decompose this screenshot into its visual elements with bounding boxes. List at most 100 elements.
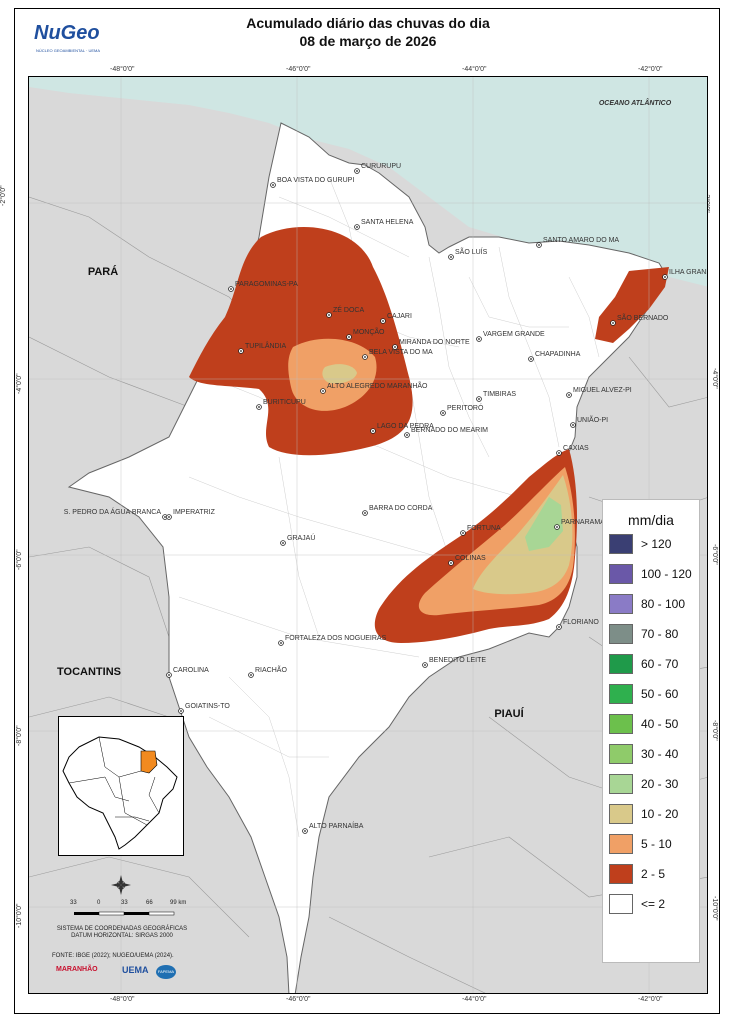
city-label: SANTO AMARO DO MA xyxy=(543,237,619,244)
city-label: FORTALEZA DOS NOGUEIRAS xyxy=(285,635,387,642)
maranhao-state xyxy=(67,122,666,993)
legend-swatch xyxy=(609,864,633,884)
legend-swatch xyxy=(609,564,633,584)
coord-system-info: SISTEMA DE COORDENADAS GEOGRÁFICAS DATUM… xyxy=(56,926,188,939)
legend-label: 60 - 70 xyxy=(641,657,679,671)
city-marker: RIACHÃO xyxy=(248,665,287,678)
city-label: CURURUPU xyxy=(361,163,401,170)
legend-item: 100 - 120 xyxy=(609,564,697,588)
city-marker: CURURUPU xyxy=(354,163,401,174)
city-label: CAJARI xyxy=(387,313,412,320)
lon-label-bottom-44: -44°0'0" xyxy=(462,996,487,1003)
map-title: Acumulado diário das chuvas do dia 08 de… xyxy=(0,14,736,50)
city-marker: PERITORÓ xyxy=(440,403,484,416)
nugeo-logo: NuGeo NÚCLEO GEOAMBIENTAL · UEMA xyxy=(34,22,100,53)
north-arrow xyxy=(111,875,131,895)
city-label: MONÇÃO xyxy=(353,327,385,336)
municipal-borders xyxy=(178,176,600,838)
legend-label: 80 - 100 xyxy=(641,597,686,611)
legend-label: > 120 xyxy=(641,537,672,551)
rain-10-20-west xyxy=(322,364,357,384)
lon-label-bottom-46: -46°0'0" xyxy=(286,996,311,1003)
legend-item: 80 - 100 xyxy=(609,594,697,618)
lat-label-left-6: -6°0'0" xyxy=(16,549,23,570)
legend-item: <= 2 xyxy=(609,894,697,918)
legend-label: 20 - 30 xyxy=(641,777,679,791)
inset-svg xyxy=(62,736,178,850)
lon-label-bottom-42: -42°0'0" xyxy=(638,996,663,1003)
legend-swatch xyxy=(609,624,633,644)
city-label: BARRA DO CORDA xyxy=(369,505,433,512)
logo-uema: UEMA xyxy=(122,965,149,975)
legend-item: 10 - 20 xyxy=(609,804,697,828)
city-label: BOA VISTA DO GURUPI xyxy=(277,177,354,184)
legend-label: 2 - 5 xyxy=(641,867,666,881)
legend-label: 50 - 60 xyxy=(641,687,679,701)
logo-maranhao: MARANHÃO xyxy=(56,966,98,973)
city-marker: CAXIAS xyxy=(556,445,589,456)
city-marker: BURITICUPU xyxy=(256,399,306,410)
city-marker: BENEDITO LEITE xyxy=(422,657,486,668)
city-label: BENEDITO LEITE xyxy=(429,657,486,664)
city-label: CHAPADINHA xyxy=(535,351,581,358)
city-label: ILHA GRANDE-PI xyxy=(669,269,708,276)
legend-swatch xyxy=(609,744,633,764)
city-label: VARGEM GRANDE xyxy=(483,331,545,338)
lon-label-bottom-48: -48°0'0" xyxy=(110,996,135,1003)
city-marker: MIRANDA DO NORTE xyxy=(392,339,470,350)
title-line-2: 08 de março de 2026 xyxy=(299,33,437,49)
lat-label-left-2: -2°0'0" xyxy=(0,185,7,206)
city-label: TIMBIRAS xyxy=(483,391,516,398)
city-marker: LAGO DA PEDRA xyxy=(370,423,434,434)
city-marker: PARNARAMA xyxy=(554,519,605,530)
legend-swatch xyxy=(609,834,633,854)
city-marker: VARGEM GRANDE xyxy=(476,331,545,342)
source-text: FONTE: IBGE (2022); NUGEO/UEMA (2024). xyxy=(52,953,174,959)
city-marker: ILHA GRANDE-PI xyxy=(662,269,708,280)
brazil-outline xyxy=(62,736,178,850)
city-marker: CAJARI xyxy=(380,313,412,324)
legend-label: 70 - 80 xyxy=(641,627,679,641)
legend-swatch xyxy=(609,684,633,704)
city-label: FLORIANO xyxy=(563,619,599,626)
city-marker: FORTUNA xyxy=(460,525,501,536)
logo-subtext: NÚCLEO GEOAMBIENTAL · UEMA xyxy=(36,48,101,53)
city-label: PERITORÓ xyxy=(447,403,484,412)
maranhao-highlight xyxy=(140,750,158,774)
legend-swatch xyxy=(609,714,633,734)
lon-label-top-48: -48°0'0" xyxy=(110,66,135,73)
city-marker: BERNADO DO MEARIM xyxy=(404,427,488,438)
legend-swatch xyxy=(609,534,633,554)
city-label: ZÉ DOCA xyxy=(333,305,364,314)
lat-label-right-6: -6°0'0" xyxy=(711,544,718,565)
city-label: SANTA HELENA xyxy=(361,219,414,226)
legend-item: 60 - 70 xyxy=(609,654,697,678)
city-marker: GOIATINS-TO xyxy=(178,703,230,714)
legend-label: 10 - 20 xyxy=(641,807,679,821)
lat-label-right-8: -8°0'0" xyxy=(711,720,718,741)
city-label: LAGO DA PEDRA xyxy=(377,423,434,430)
city-marker: FORTALEZA DOS NOGUEIRAS xyxy=(278,635,387,646)
city-marker: BELA VISTA DO MA xyxy=(362,349,433,360)
city-marker: ALTO ALEGREDO MARANHÃO xyxy=(320,381,428,394)
partner-logos: MARANHÃO UEMA FAPEMA xyxy=(56,963,188,981)
graticule xyxy=(29,77,707,993)
city-marker: FLORIANO xyxy=(556,619,599,630)
legend-item: 50 - 60 xyxy=(609,684,697,708)
city-label: MIGUEL ALVEZ-PI xyxy=(573,387,632,394)
legend-swatch xyxy=(609,894,633,914)
city-marker: SANTA HELENA xyxy=(354,219,414,230)
city-marker: COLINAS xyxy=(448,555,486,566)
city-label: BURITICUPU xyxy=(263,399,306,406)
legend-label: <= 2 xyxy=(641,897,666,911)
rain-zone-west xyxy=(189,227,413,456)
city-marker: PARAGOMINAS-PA xyxy=(228,281,298,292)
city-marker: TIMBIRAS xyxy=(476,391,516,402)
state-label-para: PARÁ xyxy=(88,265,118,278)
ocean-label: OCEANO ATLÂNTICO xyxy=(599,98,672,107)
state-label-piaui: PIAUÍ xyxy=(494,707,524,720)
city-marker: SÃO LUÍS xyxy=(448,247,488,260)
city-marker: SÃO BERNADO xyxy=(610,313,669,326)
scale-bar: 33 0 33 66 99 km xyxy=(70,900,200,925)
city-marker: CHAPADINHA xyxy=(528,351,581,362)
